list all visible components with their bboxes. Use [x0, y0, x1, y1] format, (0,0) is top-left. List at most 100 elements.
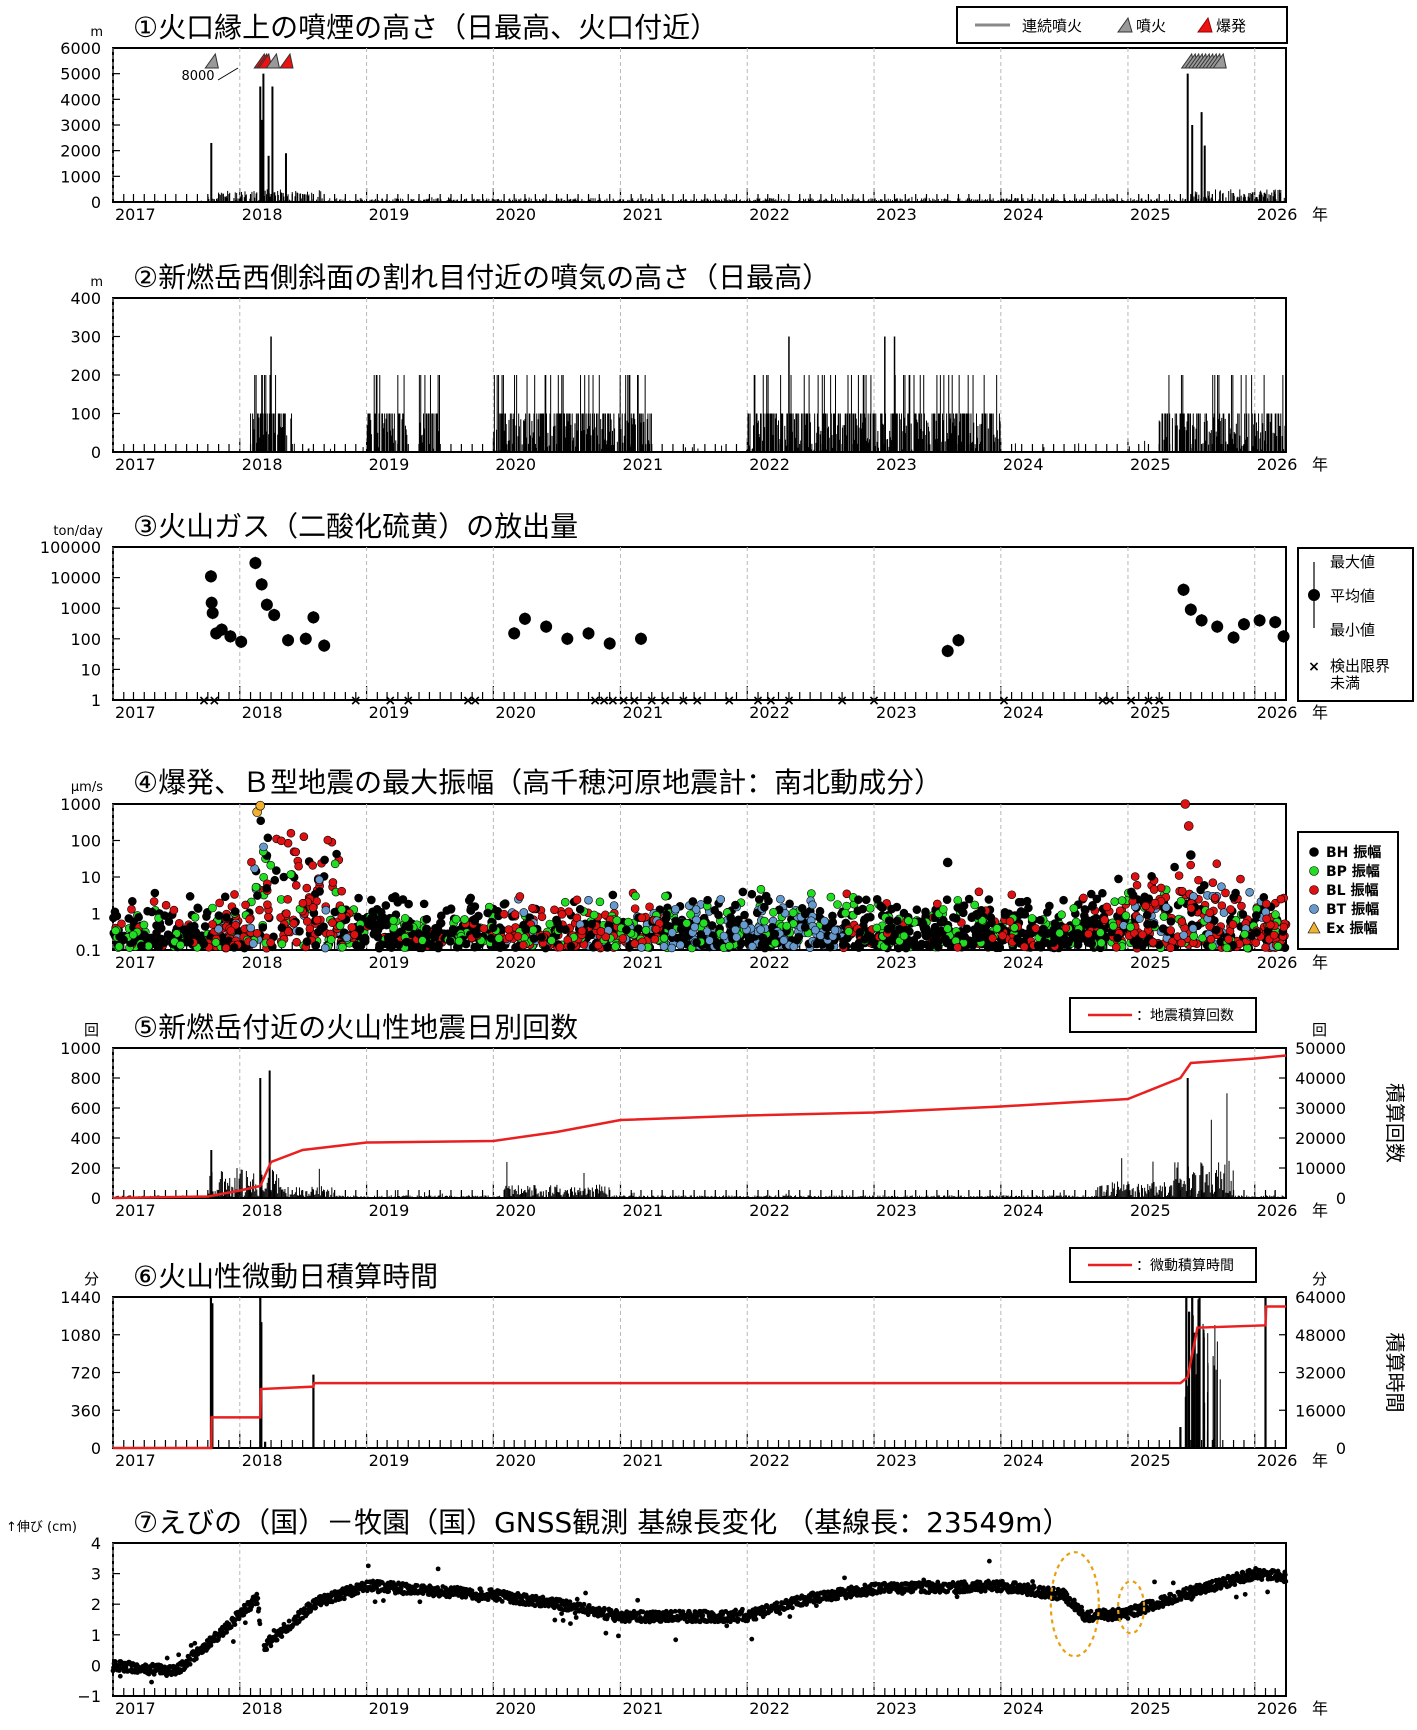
amplitude-point: [259, 872, 268, 882]
amplitude-point: [393, 897, 403, 907]
amplitude-point: [951, 914, 961, 923]
amplitude-point: [705, 936, 714, 945]
amplitude-point: [137, 941, 146, 951]
data-point: [1184, 603, 1197, 616]
amplitude-point: [1280, 943, 1290, 952]
amplitude-point: [815, 906, 825, 916]
amplitude-point: [1149, 920, 1159, 929]
amplitude-point: [828, 917, 838, 927]
amplitude-point: [611, 942, 620, 951]
year-label: 2019: [369, 703, 410, 722]
amplitude-point: [504, 925, 514, 934]
amplitude-point: [422, 914, 432, 924]
amplitude-point: [308, 861, 318, 870]
amplitude-point: [892, 916, 902, 926]
amplitude-point: [129, 917, 138, 927]
year-label: 2017: [115, 1201, 156, 1220]
amplitude-point: [842, 901, 851, 911]
year-label: 2023: [876, 1201, 917, 1220]
amplitude-point: [584, 895, 593, 905]
amplitude-point: [1186, 903, 1196, 913]
amplitude-point: [470, 942, 480, 952]
year-label: 2023: [876, 455, 917, 474]
y-unit: μm/s: [71, 780, 103, 795]
year-label: 2020: [495, 455, 536, 474]
amplitude-point: [246, 923, 256, 933]
y-tick-label: 400: [70, 1129, 101, 1148]
year-label: 2026: [1257, 1201, 1298, 1220]
amplitude-point: [812, 939, 822, 949]
data-point: [1227, 631, 1240, 644]
amplitude-point: [1176, 896, 1186, 906]
amplitude-point: [367, 895, 376, 905]
amplitude-point: [266, 938, 275, 947]
below-detection-marker: ×: [691, 693, 703, 709]
data-point: [268, 608, 281, 621]
amplitude-point: [575, 904, 585, 914]
amplitude-point: [128, 930, 138, 940]
amplitude-point: [754, 895, 764, 904]
plot-frame: [112, 546, 1287, 701]
amplitude-point: [953, 895, 963, 905]
amplitude-point: [200, 922, 210, 931]
amplitude-point: [389, 916, 398, 925]
amplitude-point: [528, 903, 537, 913]
amplitude-point: [977, 932, 986, 942]
year-label: 2019: [369, 205, 410, 224]
year-label: 2021: [622, 953, 663, 972]
y2-tick-label: 30000: [1295, 1099, 1346, 1118]
amplitude-point: [686, 910, 695, 919]
eruption-marker: [1212, 52, 1227, 69]
below-detection-marker: ×: [607, 693, 619, 709]
panel-4: 2017 2018 2019 2020 2021 2022 2023 2024 2025 2026…: [60, 766, 1399, 972]
amplitude-point: [738, 887, 748, 897]
data-point: [1253, 614, 1266, 627]
y-tick-label: 1: [91, 691, 101, 710]
y-tick-label: 1000: [60, 599, 101, 618]
amplitude-point: [1117, 896, 1127, 905]
legend-cross-icon: ×: [1308, 659, 1320, 675]
amplitude-point: [1156, 883, 1166, 893]
amplitude-point: [953, 903, 962, 912]
amplitude-point: [676, 940, 685, 950]
amplitude-point: [347, 923, 357, 932]
amplitude-point: [854, 943, 864, 952]
year-label: 2020: [495, 953, 536, 972]
amplitude-point: [731, 925, 740, 935]
amplitude-point: [788, 908, 798, 918]
annotation-leader: [217, 67, 239, 81]
y2-tick-label: 50000: [1295, 1039, 1346, 1058]
y2-unit: 回: [1312, 1021, 1327, 1039]
amplitude-point: [899, 931, 909, 941]
amplitude-point: [560, 897, 570, 907]
amplitude-point: [150, 888, 160, 898]
y2-axis-label: 積算回数: [1383, 1083, 1407, 1163]
amplitude-point: [460, 915, 469, 924]
amplitude-point: [667, 943, 677, 953]
amplitude-point: [942, 857, 953, 868]
amplitude-point: [1166, 926, 1175, 935]
amplitude-point: [291, 881, 301, 890]
data-point: [282, 634, 295, 647]
amplitude-point: [1121, 911, 1131, 921]
amplitude-point: [251, 882, 261, 892]
amplitude-point: [335, 921, 345, 930]
amplitude-point: [1041, 938, 1051, 948]
amplitude-point: [659, 933, 669, 943]
data-point: [255, 578, 268, 591]
amplitude-point: [1210, 893, 1220, 903]
amplitude-point: [208, 920, 217, 929]
amplitude-point: [858, 904, 867, 914]
year-label: 2022: [749, 205, 790, 224]
year-label: 2023: [876, 953, 917, 972]
amplitude-point: [630, 904, 640, 913]
amplitude-point: [211, 938, 221, 947]
below-detection-marker: ×: [765, 693, 777, 709]
amplitude-point: [451, 914, 461, 924]
amplitude-point: [1224, 934, 1233, 944]
amplitude-point: [433, 943, 443, 953]
amplitude-point: [716, 895, 726, 904]
amplitude-point: [1261, 943, 1270, 952]
amplitude-point: [661, 891, 670, 901]
year-label: 2017: [115, 953, 156, 972]
